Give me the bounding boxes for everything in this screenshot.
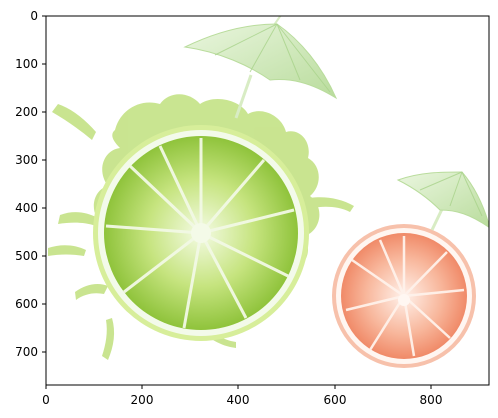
x-axis: 0 200 400 600 800: [42, 385, 442, 407]
lime-slice: [93, 125, 309, 341]
photo-image: [48, 16, 489, 368]
y-tick-label: 300: [15, 153, 38, 167]
axes-frame: [45, 15, 490, 386]
y-tick-label: 400: [15, 201, 38, 215]
y-tick-label: 500: [15, 249, 38, 263]
grapefruit-slice: [332, 224, 476, 368]
y-tick-label: 700: [15, 345, 38, 359]
y-tick-label: 100: [15, 57, 38, 71]
y-tick-label: 600: [15, 297, 38, 311]
x-tick-label: 400: [227, 393, 250, 407]
x-tick-label: 0: [42, 393, 50, 407]
x-tick-label: 200: [131, 393, 154, 407]
y-axis: 0 100 200 300 400 500 600 700: [15, 9, 46, 359]
cocktail-umbrella-lime: [183, 16, 338, 119]
cocktail-umbrella-grapefruit: [396, 171, 489, 231]
y-tick-label: 200: [15, 105, 38, 119]
y-tick-label: 0: [30, 9, 38, 23]
x-tick-label: 800: [420, 393, 443, 407]
x-tick-label: 600: [324, 393, 347, 407]
